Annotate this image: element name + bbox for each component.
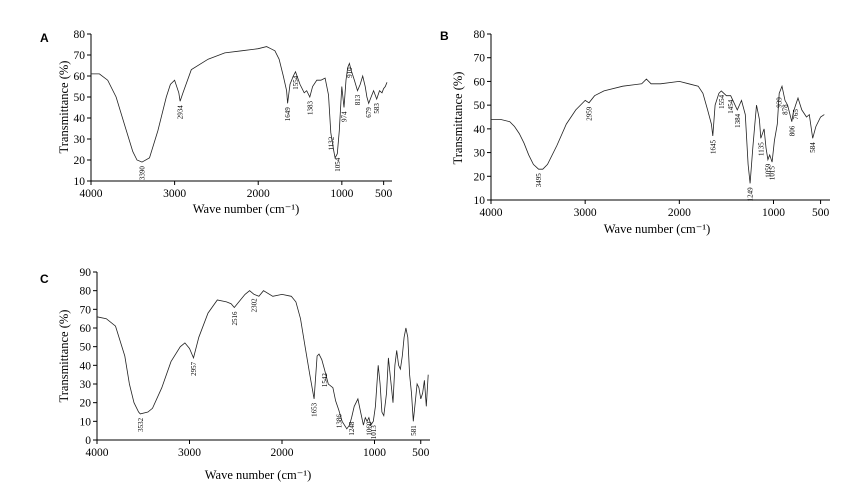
x-axis-title: Wave number (cm⁻¹) bbox=[604, 222, 711, 236]
y-tick-label: 20 bbox=[80, 398, 92, 410]
peak-label: 2516 bbox=[231, 311, 239, 326]
y-tick-label: 30 bbox=[474, 148, 486, 160]
y-axis-title: Transmittance (%) bbox=[451, 72, 465, 165]
peak-label: 1132 bbox=[327, 136, 335, 150]
spectrum-line bbox=[96, 290, 429, 430]
peak-label: 1645 bbox=[709, 140, 717, 155]
x-tick-label: 500 bbox=[812, 207, 830, 219]
y-tick-label: 20 bbox=[474, 171, 486, 183]
x-tick-label: 500 bbox=[375, 188, 393, 200]
peak-label: 1054 bbox=[334, 157, 342, 172]
peak-label: 1383 bbox=[306, 101, 314, 116]
x-tick-label: 3000 bbox=[178, 447, 201, 459]
x-tick-label: 500 bbox=[412, 447, 430, 459]
peak-label: 974 bbox=[341, 111, 349, 122]
panel-letter: C bbox=[40, 272, 49, 286]
x-tick-label: 3000 bbox=[574, 207, 597, 219]
y-tick-label: 10 bbox=[80, 416, 92, 428]
x-tick-label: 3000 bbox=[163, 188, 186, 200]
y-tick-label: 40 bbox=[80, 360, 92, 372]
x-tick-label: 4000 bbox=[80, 188, 103, 200]
x-tick-label: 1000 bbox=[762, 207, 785, 219]
y-tick-label: 50 bbox=[474, 100, 486, 112]
peak-label: 3390 bbox=[139, 166, 147, 181]
panel-a: A 10 20 30 40 50 60 70 80 4000 3000 2000 1000 500 Wave… bbox=[40, 29, 393, 216]
peak-label: 1013 bbox=[370, 425, 378, 440]
peak-label: 2934 bbox=[177, 105, 185, 120]
y-tick-label: 80 bbox=[474, 29, 486, 41]
peak-label: 1386 bbox=[335, 414, 343, 429]
peak-label: 1542 bbox=[321, 373, 329, 388]
peak-label: 2957 bbox=[190, 361, 198, 376]
y-axis-title: Transmittance (%) bbox=[57, 310, 71, 403]
x-tick-label: 2000 bbox=[271, 447, 294, 459]
x-tick-label: 1000 bbox=[363, 447, 386, 459]
y-tick-label: 50 bbox=[80, 342, 92, 354]
peak-label: 679 bbox=[365, 107, 373, 118]
peak-label: 1059 bbox=[764, 163, 772, 178]
x-axis-title: Wave number (cm⁻¹) bbox=[193, 202, 300, 216]
y-tick-label: 70 bbox=[474, 53, 486, 65]
peak-label: 2302 bbox=[251, 298, 259, 313]
y-tick-label: 40 bbox=[74, 113, 86, 125]
y-tick-label: 60 bbox=[74, 71, 86, 83]
y-tick-label: 80 bbox=[74, 29, 86, 41]
y-tick-label: 0 bbox=[85, 435, 91, 447]
y-axis-title: Transmittance (%) bbox=[57, 61, 71, 154]
peak-label: 1015 bbox=[769, 166, 777, 181]
peak-label: 3495 bbox=[535, 173, 543, 188]
x-tick-label: 1000 bbox=[330, 188, 353, 200]
peak-label: 1384 bbox=[734, 113, 742, 128]
panel-letter: A bbox=[40, 31, 49, 45]
peak-label: 1454 bbox=[727, 99, 735, 114]
y-tick-label: 20 bbox=[74, 155, 86, 167]
peak-label: 2959 bbox=[586, 106, 594, 121]
x-axis-title: Wave number (cm⁻¹) bbox=[205, 468, 312, 482]
peak-label: 1135 bbox=[757, 142, 765, 156]
y-tick-label: 10 bbox=[474, 195, 486, 207]
peak-label: 583 bbox=[373, 103, 381, 114]
y-tick-label: 60 bbox=[474, 76, 486, 88]
y-tick-label: 50 bbox=[74, 92, 86, 104]
y-tick-label: 30 bbox=[80, 379, 92, 391]
peak-label: 1249 bbox=[747, 187, 755, 202]
y-tick-label: 10 bbox=[74, 176, 86, 188]
peak-label: 1248 bbox=[348, 421, 356, 436]
peak-label: 3532 bbox=[137, 417, 145, 432]
y-tick-label: 40 bbox=[474, 124, 486, 136]
peak-label: 878 bbox=[782, 104, 790, 115]
x-tick-label: 4000 bbox=[86, 447, 109, 459]
peak-label: 584 bbox=[809, 142, 817, 153]
x-tick-label: 2000 bbox=[247, 188, 270, 200]
peak-label: 1649 bbox=[284, 107, 292, 122]
y-tick-label: 30 bbox=[74, 134, 86, 146]
y-tick-label: 80 bbox=[80, 286, 92, 298]
peak-label: 806 bbox=[788, 125, 796, 136]
peak-label: 765 bbox=[792, 109, 800, 120]
spectrum-line bbox=[491, 78, 825, 184]
x-tick-label: 4000 bbox=[480, 207, 503, 219]
peak-label: 581 bbox=[410, 425, 418, 436]
panel-b: B 10 20 30 40 50 60 70 80 4000 3000 2000 1000 500 Wave… bbox=[440, 29, 830, 236]
peak-label: 813 bbox=[354, 94, 362, 105]
x-tick-label: 2000 bbox=[668, 207, 691, 219]
peak-label: 1554 bbox=[718, 94, 726, 109]
peak-label: 1060 bbox=[365, 421, 373, 436]
y-tick-label: 90 bbox=[80, 267, 92, 279]
peak-label: 939 bbox=[776, 97, 784, 108]
spectrum-line bbox=[91, 46, 388, 163]
peak-label: 1653 bbox=[311, 402, 319, 417]
panel-letter: B bbox=[440, 29, 449, 43]
y-tick-label: 70 bbox=[80, 304, 92, 316]
y-tick-label: 60 bbox=[80, 323, 92, 335]
peak-label: 1554 bbox=[292, 75, 300, 90]
y-tick-label: 70 bbox=[74, 50, 86, 62]
peak-label: 910 bbox=[346, 67, 354, 78]
panel-c: C 0 10 20 30 40 50 60 70 80 90 4000 3000 2000 1000 500 W… bbox=[40, 267, 430, 482]
